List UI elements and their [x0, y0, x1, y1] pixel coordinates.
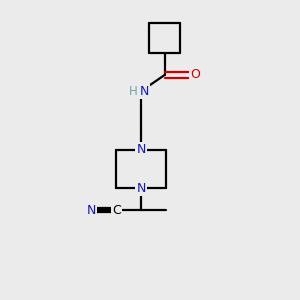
Text: N: N	[136, 182, 146, 195]
Text: H: H	[128, 85, 137, 98]
Text: N: N	[136, 143, 146, 157]
Text: O: O	[190, 68, 200, 81]
Text: N: N	[140, 85, 149, 98]
Text: C: C	[112, 204, 121, 217]
Text: N: N	[86, 204, 96, 217]
